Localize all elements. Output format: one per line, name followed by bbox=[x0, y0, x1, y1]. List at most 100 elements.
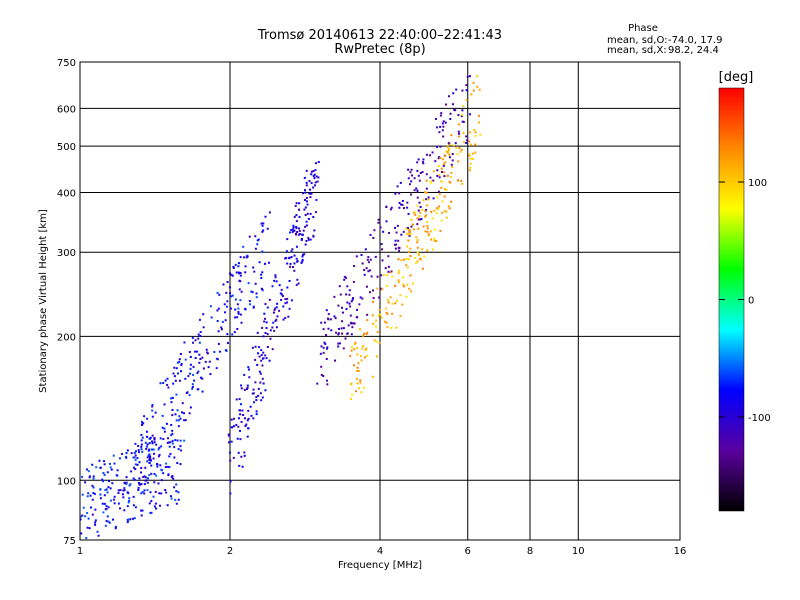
y-tick-label: 750 bbox=[57, 58, 76, 69]
data-point bbox=[295, 202, 298, 205]
data-point bbox=[403, 207, 406, 210]
data-point bbox=[243, 454, 246, 457]
data-point bbox=[256, 239, 259, 242]
colorbar-label: [deg] bbox=[719, 70, 754, 85]
data-point bbox=[408, 250, 411, 253]
data-point bbox=[462, 120, 465, 123]
data-point bbox=[373, 229, 376, 232]
data-point bbox=[400, 259, 403, 262]
data-point bbox=[372, 322, 375, 325]
data-point bbox=[322, 328, 325, 331]
colorbar-ticks: 100 0 -100 bbox=[719, 178, 771, 424]
data-point bbox=[294, 204, 297, 207]
data-point bbox=[104, 524, 107, 527]
data-point bbox=[405, 295, 408, 298]
data-point bbox=[98, 459, 101, 462]
data-point bbox=[290, 256, 293, 259]
data-point bbox=[151, 409, 154, 412]
data-point bbox=[267, 261, 270, 264]
data-point bbox=[107, 520, 110, 523]
data-point bbox=[366, 354, 369, 357]
data-point bbox=[172, 372, 175, 375]
data-point bbox=[239, 299, 242, 302]
data-point bbox=[469, 166, 472, 169]
data-point bbox=[379, 313, 382, 316]
data-point bbox=[248, 299, 251, 302]
data-point bbox=[391, 275, 394, 278]
data-point bbox=[237, 417, 240, 420]
data-point bbox=[326, 383, 329, 386]
data-point bbox=[452, 103, 455, 106]
data-point bbox=[303, 253, 306, 256]
data-point bbox=[323, 321, 326, 324]
data-point bbox=[356, 347, 359, 350]
data-point bbox=[288, 307, 291, 310]
data-point bbox=[146, 477, 149, 480]
data-point bbox=[312, 170, 315, 173]
data-point bbox=[132, 495, 135, 498]
data-point bbox=[296, 278, 299, 281]
data-point bbox=[365, 285, 368, 288]
data-point bbox=[149, 511, 152, 514]
data-point bbox=[446, 145, 449, 148]
data-point bbox=[126, 505, 129, 508]
data-point bbox=[441, 180, 444, 183]
data-point bbox=[348, 289, 351, 292]
data-point bbox=[232, 266, 235, 269]
data-point bbox=[391, 312, 394, 315]
data-point bbox=[451, 153, 454, 156]
data-point bbox=[165, 422, 168, 425]
data-point bbox=[87, 492, 90, 495]
data-point bbox=[420, 258, 423, 261]
data-point bbox=[252, 306, 255, 309]
data-point bbox=[363, 269, 366, 272]
data-point bbox=[352, 322, 355, 325]
data-point bbox=[226, 280, 229, 283]
data-point bbox=[218, 293, 221, 296]
data-point bbox=[163, 430, 166, 433]
data-point bbox=[278, 309, 281, 312]
data-point bbox=[264, 303, 267, 306]
data-point bbox=[356, 366, 359, 369]
data-point bbox=[103, 502, 106, 505]
data-point bbox=[101, 502, 104, 505]
data-point bbox=[113, 495, 116, 498]
data-point bbox=[136, 456, 139, 459]
data-point bbox=[167, 386, 170, 389]
data-point bbox=[309, 238, 312, 241]
data-point bbox=[157, 482, 160, 485]
data-point bbox=[397, 279, 400, 282]
data-point bbox=[174, 413, 177, 416]
data-point bbox=[398, 192, 401, 195]
data-point bbox=[440, 186, 443, 189]
data-point bbox=[255, 296, 258, 299]
data-point bbox=[143, 475, 146, 478]
data-point bbox=[237, 311, 240, 314]
data-point bbox=[406, 201, 409, 204]
data-point bbox=[137, 481, 140, 484]
data-point bbox=[197, 337, 200, 340]
data-point bbox=[147, 454, 150, 457]
data-point bbox=[363, 386, 366, 389]
data-point bbox=[462, 140, 465, 143]
data-point bbox=[441, 129, 444, 132]
data-point bbox=[254, 381, 257, 384]
data-point bbox=[416, 260, 419, 263]
data-point bbox=[137, 449, 140, 452]
data-point bbox=[282, 295, 285, 298]
data-point bbox=[367, 270, 370, 273]
data-point bbox=[319, 352, 322, 355]
data-point bbox=[134, 442, 137, 445]
data-point bbox=[301, 260, 304, 263]
data-point bbox=[179, 445, 182, 448]
data-point bbox=[296, 231, 299, 234]
data-point bbox=[153, 437, 156, 440]
data-point bbox=[178, 379, 181, 382]
data-point bbox=[359, 381, 362, 384]
data-point bbox=[148, 502, 151, 505]
data-point bbox=[223, 311, 226, 314]
data-point bbox=[444, 161, 447, 164]
data-point bbox=[84, 481, 87, 484]
data-point bbox=[192, 365, 195, 368]
data-point bbox=[406, 283, 409, 286]
